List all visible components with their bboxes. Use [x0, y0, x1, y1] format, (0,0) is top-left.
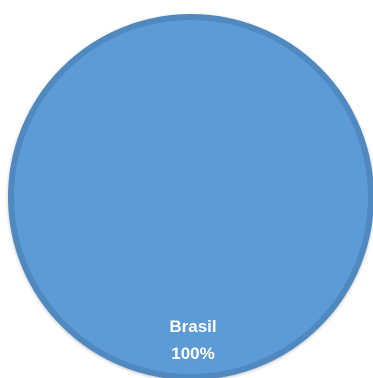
slice-percent-brasil: 100% [171, 344, 214, 363]
slice-label-brasil: Brasil [169, 317, 216, 336]
pie-slices [8, 14, 373, 378]
pie-slice-brasil [8, 14, 373, 378]
